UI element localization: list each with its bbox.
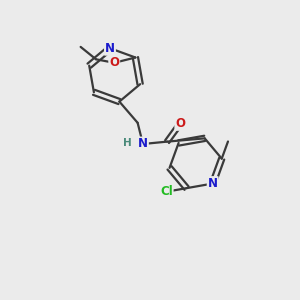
Text: O: O	[109, 56, 119, 69]
Text: N: N	[138, 137, 148, 151]
Text: N: N	[105, 42, 115, 55]
Text: O: O	[175, 117, 185, 130]
Text: N: N	[208, 177, 218, 190]
Text: Cl: Cl	[160, 185, 173, 198]
Text: H: H	[123, 137, 132, 148]
